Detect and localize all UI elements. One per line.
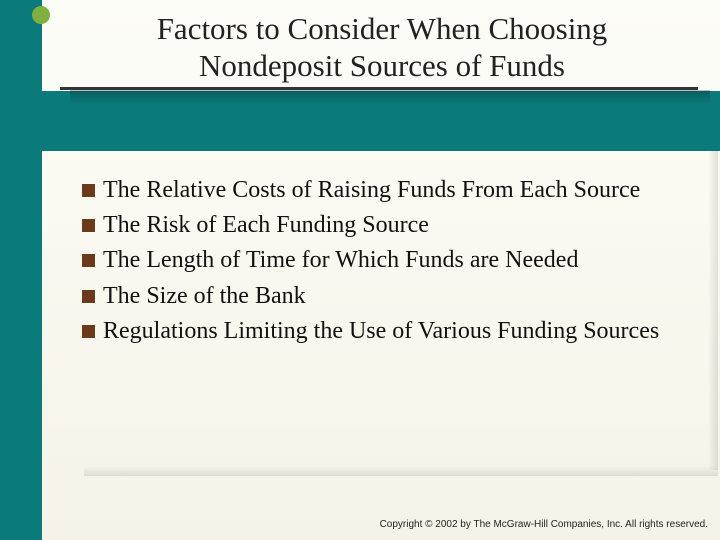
bullet-icon: [82, 184, 95, 197]
panel-shadow-right: [708, 150, 718, 470]
list-item: Regulations Limiting the Use of Various …: [82, 316, 682, 347]
bullet-list: The Relative Costs of Raising Funds From…: [82, 175, 682, 351]
bullet-icon: [82, 290, 95, 303]
list-item: The Length of Time for Which Funds are N…: [82, 245, 682, 276]
bullet-text: The Size of the Bank: [103, 281, 306, 312]
bullet-text: The Length of Time for Which Funds are N…: [103, 245, 578, 276]
slide: Factors to Consider When Choosing Nondep…: [0, 0, 720, 540]
panel-shadow-bottom: [84, 466, 718, 476]
list-item: The Relative Costs of Raising Funds From…: [82, 175, 682, 206]
bullet-icon: [82, 219, 95, 232]
bullet-text: Regulations Limiting the Use of Various …: [103, 316, 659, 347]
copyright-footer: Copyright © 2002 by The McGraw-Hill Comp…: [380, 519, 708, 530]
bullet-text: The Relative Costs of Raising Funds From…: [103, 175, 640, 206]
bullet-icon: [82, 325, 95, 338]
content-panel: Factors to Consider When Choosing Nondep…: [42, 0, 720, 540]
list-item: The Risk of Each Funding Source: [82, 210, 682, 241]
title-line-1: Factors to Consider When Choosing: [157, 11, 608, 46]
title-shadow: [70, 90, 710, 104]
bullet-icon: [82, 254, 95, 267]
slide-title: Factors to Consider When Choosing Nondep…: [62, 10, 702, 90]
left-rail: [0, 0, 42, 540]
bullet-text: The Risk of Each Funding Source: [103, 210, 429, 241]
title-line-2: Nondeposit Sources of Funds: [199, 48, 565, 83]
list-item: The Size of the Bank: [82, 281, 682, 312]
